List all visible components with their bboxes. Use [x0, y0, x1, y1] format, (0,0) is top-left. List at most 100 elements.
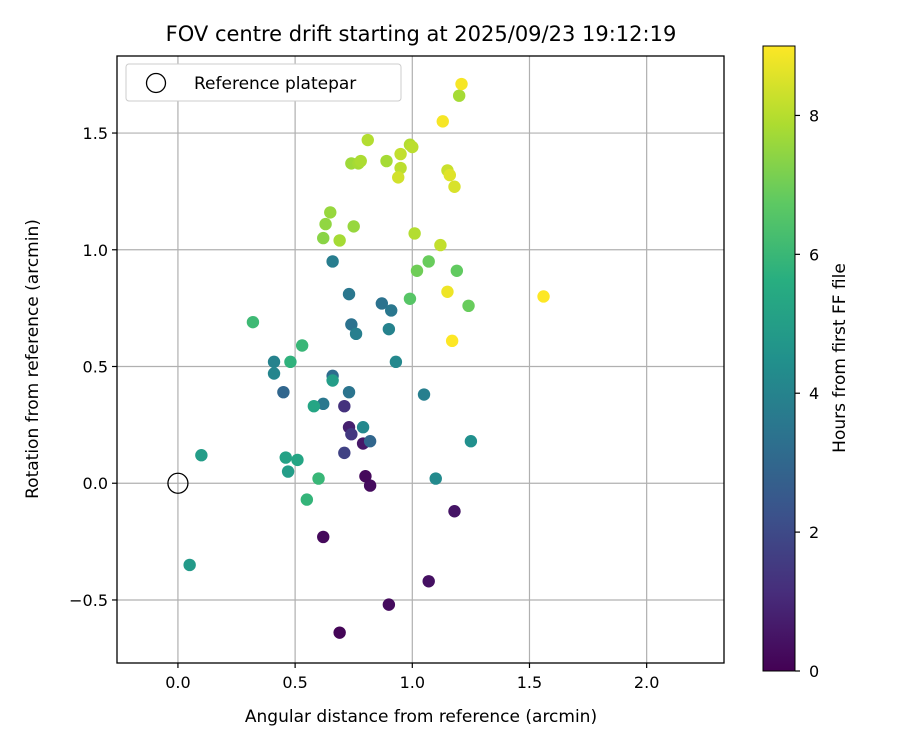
legend-reference-marker: [145, 72, 167, 94]
scatter-point: [394, 147, 407, 161]
x-tick-label: 0.5: [282, 673, 307, 692]
scatter-point: [267, 355, 281, 369]
scatter-point: [537, 290, 550, 303]
scatter-point: [361, 133, 374, 147]
scatter-point: [317, 397, 330, 411]
scatter-point: [382, 598, 396, 611]
y-axis-ticks: −0.5 0.0 0.5 1.0 1.5: [69, 124, 117, 610]
scatter-point: [436, 115, 449, 128]
scatter-point: [312, 472, 325, 485]
colorbar-tick-label: 2: [809, 523, 819, 542]
legend-box: [125, 63, 402, 102]
colorbar: 0 2 4 6 8 Hours from first FF file: [762, 45, 850, 681]
scatter-point: [300, 493, 314, 506]
y-tick-label: 1.5: [83, 124, 108, 143]
scatter-point: [326, 255, 339, 268]
legend-entry-reference: Reference platepar: [194, 74, 356, 94]
scatter-point: [281, 465, 295, 478]
scatter-points: [183, 77, 550, 639]
scatter-point: [380, 154, 393, 168]
scatter-point: [389, 355, 403, 369]
colorbar-tick-label: 6: [809, 245, 819, 264]
scatter-point: [295, 339, 309, 352]
x-tick-label: 1.5: [517, 673, 542, 692]
plot-area: [117, 56, 724, 663]
scatter-point: [291, 453, 304, 467]
scatter-point: [422, 255, 435, 268]
scatter-point: [195, 449, 208, 462]
scatter-point: [462, 299, 475, 313]
legend: Reference platepar: [125, 63, 402, 102]
y-tick-label: −0.5: [69, 591, 108, 610]
colorbar-gradient: [762, 45, 796, 672]
colorbar-tick-label: 0: [809, 662, 819, 681]
scatter-point: [347, 220, 360, 233]
scatter-point: [443, 168, 456, 182]
scatter-point: [363, 435, 377, 448]
scatter-point: [277, 385, 290, 399]
scatter-point: [342, 287, 356, 301]
scatter-point: [324, 206, 337, 219]
scatter-point: [359, 470, 372, 483]
grid: [117, 56, 724, 663]
scatter-point: [450, 264, 464, 277]
y-tick-label: 0.5: [83, 358, 108, 377]
y-tick-label: 1.0: [83, 241, 108, 260]
scatter-point: [345, 318, 358, 331]
x-tick-label: 1.0: [400, 673, 425, 692]
scatter-point: [441, 285, 454, 298]
scatter-point: [349, 327, 363, 341]
scatter-point: [363, 479, 377, 492]
colorbar-label: Hours from first FF file: [830, 263, 850, 453]
scatter-point: [445, 334, 459, 348]
scatter-point: [338, 399, 351, 413]
chart-title: FOV centre drift starting at 2025/09/23 …: [166, 22, 677, 46]
scatter-point: [406, 140, 419, 154]
y-tick-label: 0.0: [83, 474, 108, 493]
scatter-point: [448, 180, 461, 193]
plot-frame: [116, 55, 725, 664]
scatter-point: [317, 530, 330, 544]
y-axis-label: Rotation from reference (arcmin): [23, 219, 43, 499]
scatter-point: [417, 388, 431, 401]
scatter-point: [354, 154, 367, 168]
scatter-point: [333, 626, 346, 639]
reference-marker: [167, 472, 189, 494]
scatter-point: [385, 304, 398, 317]
scatter-point: [375, 297, 389, 310]
scatter-point: [246, 315, 260, 329]
scatter-point: [448, 505, 461, 518]
scatter-point: [455, 77, 468, 91]
scatter-point: [429, 472, 442, 485]
x-tick-label: 2.0: [634, 673, 659, 692]
scatter-point: [317, 231, 330, 245]
scatter-point: [422, 575, 435, 588]
reference-marker-layer: [167, 472, 189, 494]
scatter-point: [403, 292, 417, 305]
x-axis-label: Angular distance from reference (arcmin): [245, 707, 597, 727]
x-axis-ticks: 0.0 0.5 1.0 1.5 2.0: [165, 663, 659, 692]
scatter-point: [434, 238, 447, 252]
scatter-point: [267, 367, 281, 380]
scatter-point: [382, 322, 396, 336]
scatter-point: [319, 217, 332, 231]
scatter-point: [279, 451, 292, 464]
colorbar-tick-label: 4: [809, 384, 819, 403]
scatter-point: [307, 399, 321, 413]
scatter-point: [452, 89, 466, 102]
scatter-point: [338, 446, 351, 460]
scatter-point: [408, 227, 421, 240]
scatter-point: [333, 234, 346, 247]
scatter-point: [356, 421, 370, 434]
scatter-point: [326, 374, 339, 387]
scatter-point: [464, 435, 478, 448]
scatter-point: [392, 171, 405, 184]
scatter-point: [394, 161, 407, 175]
scatter-point: [342, 385, 356, 399]
colorbar-ticks: 0 2 4 6 8: [795, 106, 819, 681]
scatter-point: [345, 428, 358, 441]
colorbar-tick-label: 8: [809, 106, 819, 125]
x-tick-label: 0.0: [165, 673, 190, 692]
scatter-point: [183, 558, 196, 572]
